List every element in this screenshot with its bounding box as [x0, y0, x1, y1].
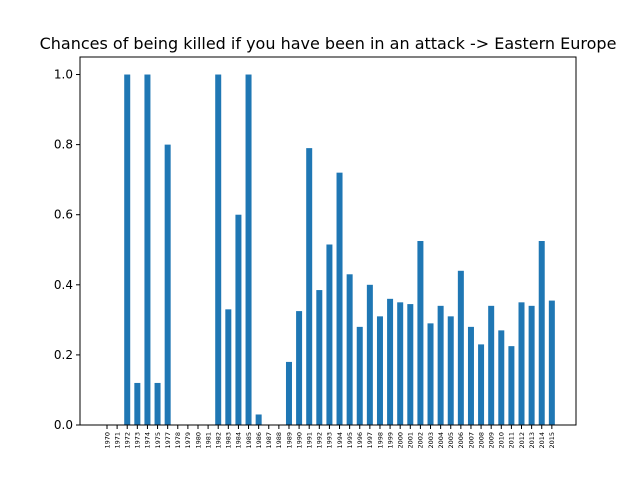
x-tick-label: 1992: [316, 432, 324, 449]
bar: [387, 298, 394, 425]
x-tick-label: 1986: [255, 432, 263, 449]
bar: [215, 74, 222, 426]
bar: [134, 382, 141, 425]
x-tick-label: 2002: [417, 432, 425, 449]
x-tick-label: 2000: [396, 432, 404, 449]
x-tick-label: 1989: [285, 432, 293, 449]
bar: [417, 241, 424, 425]
bar: [498, 330, 505, 425]
bar: [144, 74, 151, 426]
y-tick-label: 1.0: [54, 68, 73, 82]
bar: [356, 326, 363, 425]
bar: [225, 309, 232, 425]
bar: [326, 244, 333, 425]
x-tick-label: 1985: [245, 432, 253, 449]
x-tick-label: 1981: [204, 432, 212, 449]
x-tick-label: 2009: [487, 432, 495, 449]
bar: [296, 311, 303, 425]
y-tick-label: 0.4: [54, 278, 73, 292]
bar: [235, 214, 242, 425]
bar: [488, 305, 495, 425]
x-tick-label: 1972: [124, 432, 132, 449]
bar: [447, 316, 454, 425]
y-tick-label: 0.6: [54, 208, 73, 222]
y-tick-label: 0.2: [54, 348, 73, 362]
x-tick-label: 1984: [235, 432, 243, 449]
x-tick-label: 1993: [326, 432, 334, 449]
x-tick-label: 1982: [215, 432, 223, 449]
x-tick-label: 2010: [498, 432, 506, 449]
bar: [397, 302, 404, 425]
bar: [285, 361, 292, 425]
x-tick-label: 1987: [265, 432, 273, 449]
bar: [467, 326, 474, 425]
bar: [164, 144, 171, 425]
x-tick-label: 2008: [477, 432, 485, 449]
bar: [316, 290, 323, 425]
x-tick-label: 1978: [174, 432, 182, 449]
x-tick-label: 1979: [184, 432, 192, 449]
bar: [548, 300, 555, 425]
bar: [437, 305, 444, 425]
bar: [508, 346, 515, 425]
bar: [407, 304, 414, 425]
bar: [538, 241, 545, 425]
x-tick-label: 2003: [427, 432, 435, 449]
x-tick-label: 1994: [336, 432, 344, 449]
x-tick-label: 1971: [113, 432, 121, 449]
x-tick-label: 1997: [366, 432, 374, 449]
x-tick-label: 2006: [457, 432, 465, 449]
x-tick-label: 2014: [538, 432, 546, 449]
x-tick-label: 1999: [386, 432, 394, 449]
x-tick-label: 2015: [548, 432, 556, 449]
x-tick-label: 2005: [447, 432, 455, 449]
x-tick-label: 1975: [154, 432, 162, 449]
plot-frame: [79, 56, 577, 426]
x-tick-label: 1996: [356, 432, 364, 449]
x-tick-label: 1983: [225, 432, 233, 449]
x-tick-label: 2004: [437, 432, 445, 449]
bar: [457, 270, 464, 425]
x-tick-label: 2001: [407, 432, 415, 449]
y-tick-label: 0.8: [54, 138, 73, 152]
x-tick-label: 1980: [194, 432, 202, 449]
bar: [336, 172, 343, 425]
x-tick-label: 1998: [376, 432, 384, 449]
bar: [255, 414, 262, 425]
bar: [245, 74, 252, 426]
bar: [518, 302, 525, 425]
x-tick-label: 1970: [103, 432, 111, 449]
bar: [154, 382, 161, 425]
bar: [376, 316, 383, 425]
x-tick-label: 1988: [275, 432, 283, 449]
y-tick-label: 0.0: [54, 418, 73, 432]
x-tick-label: 1995: [346, 432, 354, 449]
x-tick-label: 1974: [144, 432, 152, 449]
bar: [124, 74, 131, 426]
chart-title: Chances of being killed if you have been…: [40, 34, 617, 53]
bar: [366, 284, 373, 425]
x-tick-label: 2013: [528, 432, 536, 449]
x-tick-label: 1977: [164, 432, 172, 449]
x-tick-label: 1991: [306, 432, 314, 449]
x-tick-label: 2011: [508, 432, 516, 449]
x-tick-label: 2012: [518, 432, 526, 449]
bar: [427, 323, 434, 425]
x-tick-label: 1973: [134, 432, 142, 449]
bar: [478, 344, 485, 425]
bar: [528, 305, 535, 425]
x-tick-label: 2007: [467, 432, 475, 449]
bar: [306, 148, 313, 425]
bar: [346, 274, 353, 425]
x-tick-label: 1990: [295, 432, 303, 449]
